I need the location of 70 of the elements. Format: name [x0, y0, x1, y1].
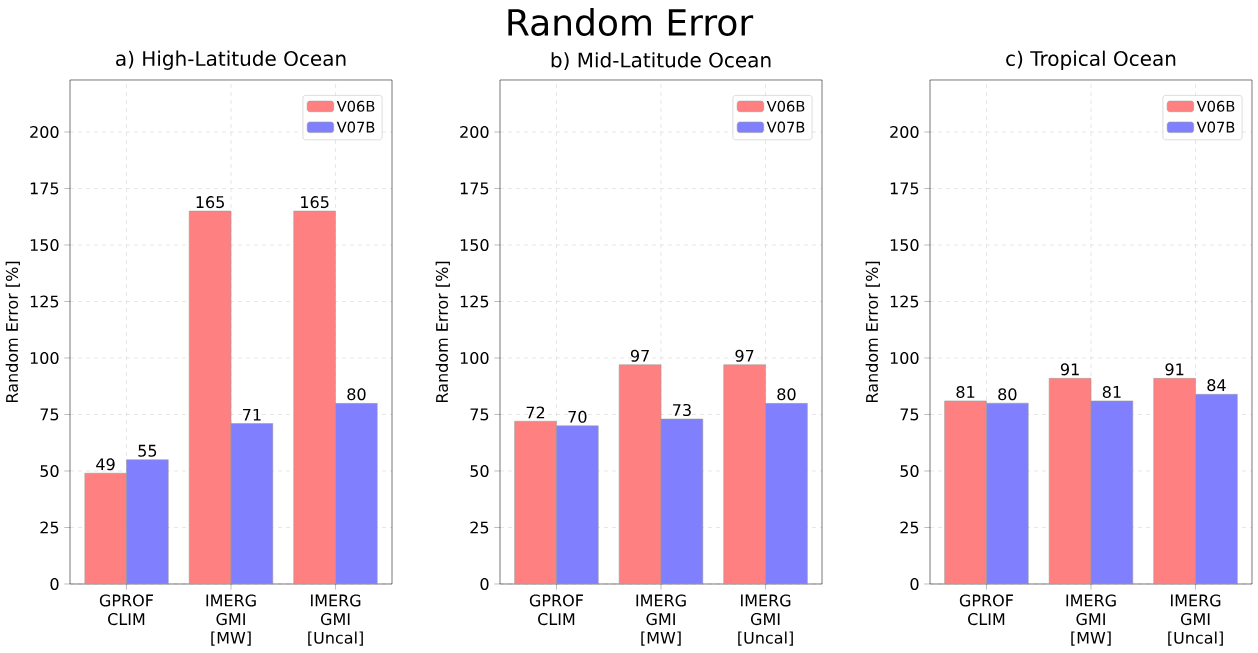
legend-label: V07B [336, 121, 375, 133]
legend-label: V07B [1196, 121, 1235, 133]
data-label: 81 [956, 385, 975, 398]
data-label: 73 [673, 403, 691, 417]
data-label: 70 [568, 410, 587, 423]
data-label: 80 [998, 388, 1017, 401]
y-tick-label: 50 [40, 464, 59, 478]
y-tick-label: 125 [460, 295, 489, 308]
data-label: 81 [1102, 385, 1121, 398]
data-label: 80 [777, 388, 796, 401]
y-tick-label: 0 [480, 577, 489, 591]
bar [126, 459, 169, 584]
data-label: 91 [1060, 363, 1079, 376]
data-label: 71 [243, 408, 261, 421]
data-label: 72 [526, 406, 545, 419]
text: Random Error [508, 8, 754, 36]
y-tick-label: 75 [900, 408, 919, 421]
data-label: 97 [735, 349, 754, 362]
data-label: 55 [138, 444, 157, 457]
y-tick-label: 175 [890, 182, 919, 195]
data-label: 80 [347, 388, 366, 401]
y-tick-label: 25 [40, 521, 59, 534]
x-tick-label: IMERG GMI [Uncal] [308, 594, 363, 646]
y-tick-label: 150 [460, 238, 489, 252]
x-tick-label: GPROF CLIM [529, 594, 584, 626]
x-tick-label: IMERG GMI [MW] [1066, 594, 1116, 646]
y-axis-title: Random Error [%] [865, 261, 880, 402]
y-axis-title: Random Error [%] [5, 261, 20, 402]
y-tick-label: 100 [890, 351, 919, 365]
y-tick-label: 25 [900, 521, 919, 534]
x-tick-label: IMERG GMI [Uncal] [1168, 594, 1223, 646]
y-tick-label: 0 [50, 577, 59, 591]
y-tick-label: 150 [890, 238, 919, 252]
y-tick-label: 100 [30, 351, 59, 365]
legend-label: V06B [766, 100, 805, 112]
data-label: 165 [301, 196, 329, 209]
legend-label: V06B [1196, 100, 1235, 112]
x-tick-label: GPROF CLIM [99, 594, 154, 626]
y-tick-label: 75 [40, 408, 59, 421]
x-tick-label: GPROF CLIM [959, 594, 1014, 626]
y-tick-label: 125 [30, 295, 59, 308]
chart-title: a) High-Latitude Ocean [116, 50, 346, 70]
chart-title: c) Tropical Ocean [1006, 50, 1176, 70]
data-label: 84 [1207, 379, 1226, 392]
y-tick-label: 25 [470, 521, 489, 534]
y-axis-title: Random Error [%] [435, 261, 450, 402]
legend-label: V07B [766, 121, 805, 133]
y-tick-label: 125 [890, 295, 919, 308]
y-tick-label: 100 [460, 351, 489, 365]
bar [335, 402, 378, 584]
x-tick-label: IMERG GMI [Uncal] [738, 594, 793, 646]
y-tick-label: 175 [30, 182, 59, 195]
data-label: 97 [630, 349, 649, 362]
bar [230, 423, 274, 584]
x-tick-label: IMERG GMI [MW] [206, 594, 256, 646]
y-tick-label: 200 [460, 125, 489, 139]
y-tick-label: 150 [30, 238, 59, 252]
y-tick-label: 75 [470, 408, 489, 421]
y-tick-label: 50 [900, 464, 919, 478]
data-label: 91 [1165, 363, 1184, 376]
y-tick-label: 175 [460, 182, 489, 195]
data-label: 49 [96, 458, 115, 471]
y-tick-label: 200 [890, 125, 919, 139]
data-label: 165 [196, 196, 224, 209]
y-tick-label: 200 [30, 125, 59, 139]
chart-title: b) Mid-Latitude Ocean [551, 52, 771, 70]
legend-label: V06B [336, 100, 375, 112]
y-tick-label: 0 [910, 577, 919, 591]
y-tick-label: 50 [470, 464, 489, 478]
x-tick-label: IMERG GMI [MW] [636, 594, 686, 646]
